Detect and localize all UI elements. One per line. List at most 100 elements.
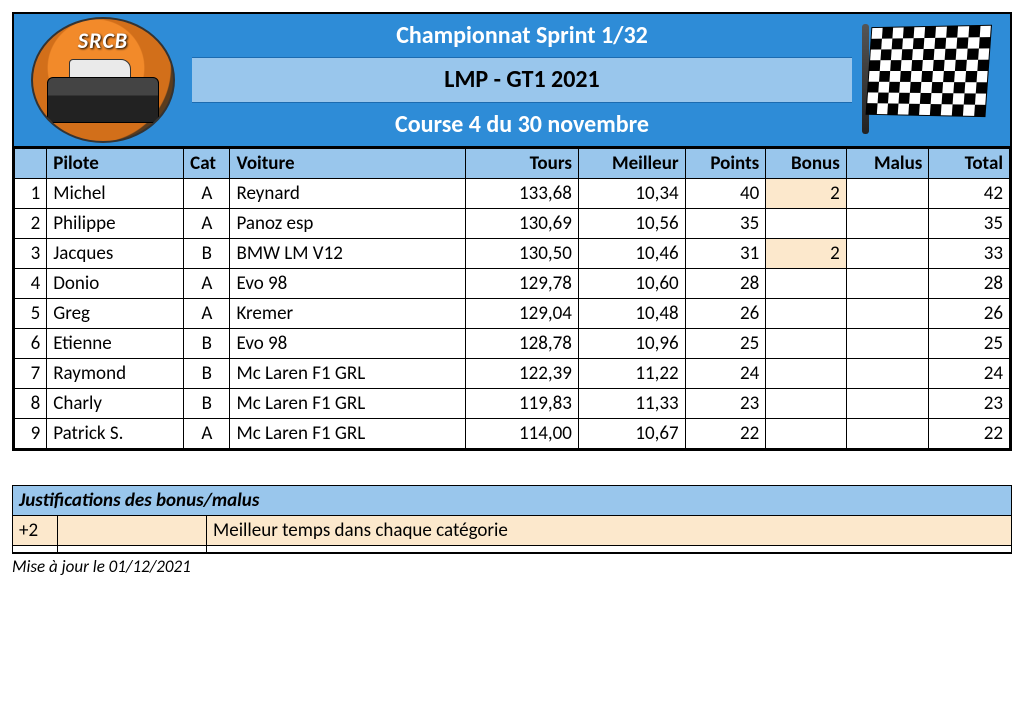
cell-voiture: Evo 98 <box>230 329 466 359</box>
cell-points: 24 <box>685 359 766 389</box>
cell-bonus <box>766 269 847 299</box>
cell-tours: 129,78 <box>466 269 579 299</box>
col-bonus: Bonus <box>766 149 847 179</box>
club-logo <box>14 14 192 146</box>
cell-meilleur: 10,67 <box>578 419 685 449</box>
cell-total: 26 <box>929 299 1010 329</box>
cell-bonus <box>766 299 847 329</box>
table-header-row: Pilote Cat Voiture Tours Meilleur Points… <box>15 149 1010 179</box>
col-points: Points <box>685 149 766 179</box>
cell-tours: 130,69 <box>466 209 579 239</box>
cell-points: 25 <box>685 329 766 359</box>
cell-tours: 130,50 <box>466 239 579 269</box>
col-cat: Cat <box>184 149 230 179</box>
cell-total: 35 <box>929 209 1010 239</box>
cell-voiture: Evo 98 <box>230 269 466 299</box>
cell-bonus <box>766 419 847 449</box>
cell-voiture: Panoz esp <box>230 209 466 239</box>
cell-pos: 9 <box>15 419 47 449</box>
cell-malus <box>846 179 929 209</box>
cell-bonus: 2 <box>766 179 847 209</box>
cell-malus <box>846 389 929 419</box>
cell-cat: B <box>184 359 230 389</box>
justification-row <box>13 546 1011 553</box>
cell-malus <box>846 269 929 299</box>
cell-pos: 7 <box>15 359 47 389</box>
justification-title: Justifications des bonus/malus <box>13 486 1011 516</box>
cell-bonus <box>766 329 847 359</box>
justif-blank <box>58 546 207 553</box>
cell-cat: A <box>184 179 230 209</box>
cell-voiture: Reynard <box>230 179 466 209</box>
cell-pos: 6 <box>15 329 47 359</box>
cell-pilote: Philippe <box>47 209 184 239</box>
col-tours: Tours <box>466 149 579 179</box>
cell-pos: 3 <box>15 239 47 269</box>
results-table: Pilote Cat Voiture Tours Meilleur Points… <box>14 148 1010 449</box>
cell-cat: B <box>184 239 230 269</box>
cell-points: 26 <box>685 299 766 329</box>
justif-text <box>207 546 1011 553</box>
cell-pilote: Michel <box>47 179 184 209</box>
cell-voiture: Mc Laren F1 GRL <box>230 359 466 389</box>
cell-pilote: Patrick S. <box>47 419 184 449</box>
cell-malus <box>846 299 929 329</box>
cell-points: 31 <box>685 239 766 269</box>
cell-bonus <box>766 209 847 239</box>
cell-pilote: Raymond <box>47 359 184 389</box>
title-line-3: Course 4 du 30 novembre <box>192 102 852 146</box>
cell-cat: B <box>184 329 230 359</box>
cell-meilleur: 11,22 <box>578 359 685 389</box>
table-row: 6EtienneBEvo 98128,7810,962525 <box>15 329 1010 359</box>
cell-bonus <box>766 389 847 419</box>
cell-voiture: BMW LM V12 <box>230 239 466 269</box>
col-total: Total <box>929 149 1010 179</box>
cell-meilleur: 10,56 <box>578 209 685 239</box>
title-stack: Championnat Sprint 1/32 LMP - GT1 2021 C… <box>192 14 852 146</box>
cell-points: 28 <box>685 269 766 299</box>
cell-total: 42 <box>929 179 1010 209</box>
cell-total: 33 <box>929 239 1010 269</box>
cell-voiture: Mc Laren F1 GRL <box>230 389 466 419</box>
cell-tours: 119,83 <box>466 389 579 419</box>
srcb-logo-icon <box>31 17 175 143</box>
cell-voiture: Kremer <box>230 299 466 329</box>
justif-code <box>13 546 58 553</box>
title-line-1: Championnat Sprint 1/32 <box>192 14 852 57</box>
title-line-2: LMP - GT1 2021 <box>192 57 852 101</box>
cell-malus <box>846 419 929 449</box>
cell-pos: 8 <box>15 389 47 419</box>
cell-tours: 129,04 <box>466 299 579 329</box>
table-row: 8CharlyBMc Laren F1 GRL119,8311,332323 <box>15 389 1010 419</box>
cell-bonus: 2 <box>766 239 847 269</box>
table-row: 5GregAKremer129,0410,482626 <box>15 299 1010 329</box>
cell-total: 28 <box>929 269 1010 299</box>
cell-tours: 128,78 <box>466 329 579 359</box>
table-row: 9Patrick S.AMc Laren F1 GRL114,0010,6722… <box>15 419 1010 449</box>
cell-malus <box>846 329 929 359</box>
justif-blank <box>58 516 207 546</box>
col-malus: Malus <box>846 149 929 179</box>
cell-tours: 133,68 <box>466 179 579 209</box>
cell-cat: A <box>184 299 230 329</box>
cell-pos: 5 <box>15 299 47 329</box>
cell-pilote: Donio <box>47 269 184 299</box>
cell-cat: A <box>184 419 230 449</box>
cell-total: 22 <box>929 419 1010 449</box>
justif-text: Meilleur temps dans chaque catégorie <box>207 516 1011 546</box>
col-voiture: Voiture <box>230 149 466 179</box>
cell-pos: 1 <box>15 179 47 209</box>
justification-panel: Justifications des bonus/malus +2Meilleu… <box>12 485 1012 554</box>
cell-malus <box>846 359 929 389</box>
table-row: 7RaymondBMc Laren F1 GRL122,3911,222424 <box>15 359 1010 389</box>
cell-voiture: Mc Laren F1 GRL <box>230 419 466 449</box>
cell-pilote: Etienne <box>47 329 184 359</box>
col-pilote: Pilote <box>47 149 184 179</box>
table-row: 1MichelAReynard133,6810,3440242 <box>15 179 1010 209</box>
cell-tours: 114,00 <box>466 419 579 449</box>
cell-points: 22 <box>685 419 766 449</box>
cell-meilleur: 10,60 <box>578 269 685 299</box>
cell-total: 25 <box>929 329 1010 359</box>
cell-tours: 122,39 <box>466 359 579 389</box>
cell-meilleur: 10,46 <box>578 239 685 269</box>
